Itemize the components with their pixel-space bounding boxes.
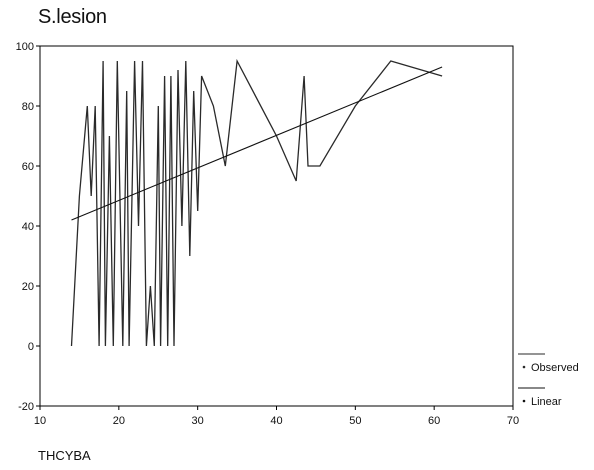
legend: Observed Linear bbox=[518, 353, 579, 408]
legend-label-linear: Linear bbox=[531, 396, 562, 408]
x-axis-label: THCYBA bbox=[38, 448, 91, 463]
x-tick-label: 40 bbox=[270, 415, 282, 427]
y-tick-label: 60 bbox=[22, 161, 34, 173]
y-tick-label: 20 bbox=[22, 281, 34, 293]
x-tick-label: 30 bbox=[192, 415, 204, 427]
series-observed-line bbox=[70, 58, 443, 347]
legend-marker-linear bbox=[522, 399, 526, 403]
legend-marker-observed bbox=[522, 365, 526, 369]
series-group bbox=[70, 58, 443, 347]
y-tick-label: 0 bbox=[28, 341, 34, 353]
x-tick-label: 50 bbox=[349, 415, 361, 427]
y-tick-label: 80 bbox=[22, 101, 34, 113]
x-tick-label: 20 bbox=[113, 415, 125, 427]
legend-label-observed: Observed bbox=[531, 362, 579, 374]
x-tick-label: 60 bbox=[428, 415, 440, 427]
y-tick-label: 100 bbox=[16, 41, 34, 53]
x-tick-label: 70 bbox=[507, 415, 519, 427]
y-tick-label: -20 bbox=[18, 401, 34, 413]
x-tick-label: 10 bbox=[34, 415, 46, 427]
chart-title: S.lesion bbox=[38, 6, 107, 28]
axes: -20 0 20 40 60 80 100 10 20 30 40 50 60 70 bbox=[16, 41, 519, 427]
series-linear-line bbox=[71, 66, 443, 221]
y-tick-label: 40 bbox=[22, 221, 34, 233]
